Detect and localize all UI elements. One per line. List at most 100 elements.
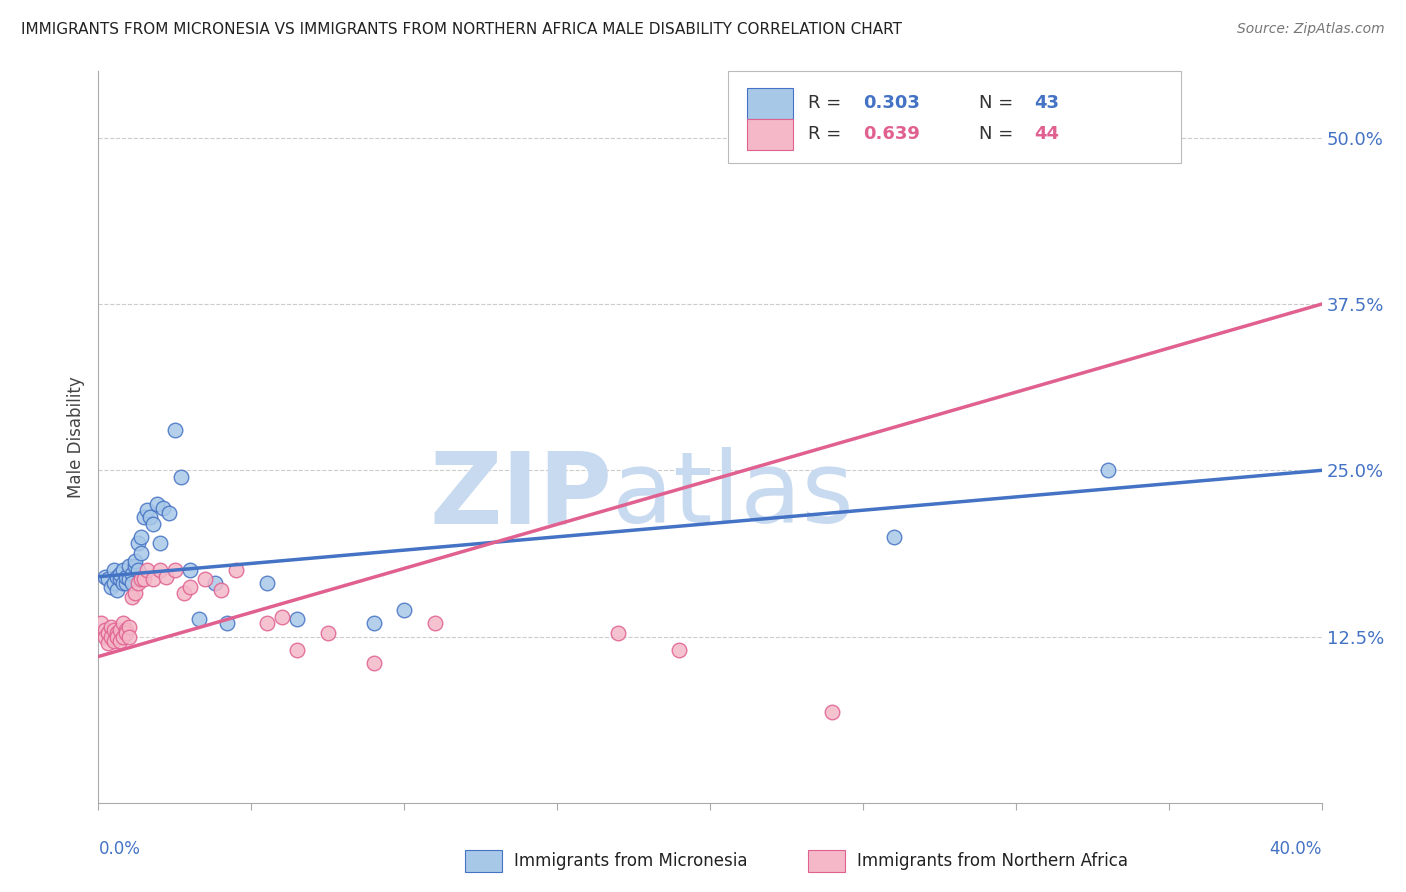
Point	[139, 509, 162, 524]
Point	[124, 554, 146, 568]
Point	[134, 509, 156, 524]
Point	[149, 563, 172, 577]
Point	[194, 573, 217, 587]
Point	[124, 585, 146, 599]
Point	[179, 580, 201, 594]
Point	[285, 643, 308, 657]
Point	[121, 590, 143, 604]
Point	[155, 570, 177, 584]
Point	[157, 506, 180, 520]
Text: 40.0%: 40.0%	[1270, 840, 1322, 858]
Text: N =: N =	[979, 94, 1019, 112]
Point	[363, 616, 385, 631]
Point	[136, 563, 159, 577]
Point	[93, 630, 115, 644]
Point	[121, 567, 143, 582]
Point	[127, 576, 149, 591]
Point	[103, 623, 125, 637]
Point	[363, 656, 385, 670]
Point	[108, 633, 131, 648]
FancyBboxPatch shape	[465, 850, 502, 872]
Text: Immigrants from Northern Africa: Immigrants from Northern Africa	[856, 853, 1128, 871]
Point	[170, 470, 193, 484]
Point	[90, 616, 112, 631]
Point	[115, 576, 138, 591]
Point	[111, 616, 134, 631]
Point	[124, 559, 146, 574]
Point	[100, 580, 122, 594]
Point	[103, 563, 125, 577]
Point	[111, 563, 134, 577]
Point	[129, 573, 152, 587]
Point	[607, 625, 630, 640]
Point	[103, 633, 125, 648]
Point	[149, 536, 172, 550]
FancyBboxPatch shape	[728, 71, 1181, 162]
Point	[111, 576, 134, 591]
Text: 0.303: 0.303	[863, 94, 920, 112]
Point	[134, 573, 156, 587]
Point	[883, 530, 905, 544]
Point	[152, 500, 174, 515]
Point	[105, 570, 128, 584]
Point	[270, 609, 292, 624]
Point	[392, 603, 416, 617]
Point	[423, 616, 446, 631]
Text: 44: 44	[1035, 125, 1059, 143]
Text: 0.0%: 0.0%	[98, 840, 141, 858]
Point	[1097, 463, 1119, 477]
Point	[179, 563, 201, 577]
FancyBboxPatch shape	[747, 120, 793, 150]
Point	[105, 625, 128, 640]
Point	[188, 612, 211, 626]
Text: ZIP: ZIP	[429, 447, 612, 544]
Point	[127, 563, 149, 577]
Point	[256, 576, 278, 591]
Text: 43: 43	[1035, 94, 1059, 112]
Point	[204, 576, 226, 591]
Text: IMMIGRANTS FROM MICRONESIA VS IMMIGRANTS FROM NORTHERN AFRICA MALE DISABILITY CO: IMMIGRANTS FROM MICRONESIA VS IMMIGRANTS…	[21, 22, 903, 37]
Point	[108, 567, 131, 582]
Point	[668, 643, 690, 657]
Text: Source: ZipAtlas.com: Source: ZipAtlas.com	[1237, 22, 1385, 37]
Text: R =: R =	[808, 125, 846, 143]
Point	[256, 616, 278, 631]
Point	[115, 623, 138, 637]
Point	[225, 563, 247, 577]
Point	[111, 630, 134, 644]
Point	[173, 585, 195, 599]
Point	[136, 503, 159, 517]
Point	[118, 559, 141, 574]
Point	[145, 497, 167, 511]
Point	[215, 616, 238, 631]
Point	[129, 530, 152, 544]
Text: R =: R =	[808, 94, 846, 112]
Point	[108, 623, 131, 637]
Point	[97, 625, 120, 640]
Point	[163, 424, 186, 438]
Point	[105, 630, 128, 644]
Point	[115, 625, 138, 640]
Point	[821, 706, 844, 720]
Text: Immigrants from Micronesia: Immigrants from Micronesia	[515, 853, 748, 871]
Point	[316, 625, 339, 640]
Point	[97, 573, 120, 587]
Point	[285, 612, 308, 626]
FancyBboxPatch shape	[747, 88, 793, 120]
Text: 0.639: 0.639	[863, 125, 920, 143]
Point	[118, 620, 141, 634]
Point	[118, 630, 141, 644]
Point	[142, 573, 165, 587]
Point	[100, 630, 122, 644]
Text: N =: N =	[979, 125, 1019, 143]
Point	[121, 576, 143, 591]
Point	[100, 620, 122, 634]
Text: atlas: atlas	[612, 447, 853, 544]
Point	[97, 636, 120, 650]
Point	[108, 573, 131, 587]
Point	[118, 573, 141, 587]
Point	[127, 536, 149, 550]
Point	[115, 570, 138, 584]
Point	[209, 582, 232, 597]
Point	[1097, 131, 1119, 145]
